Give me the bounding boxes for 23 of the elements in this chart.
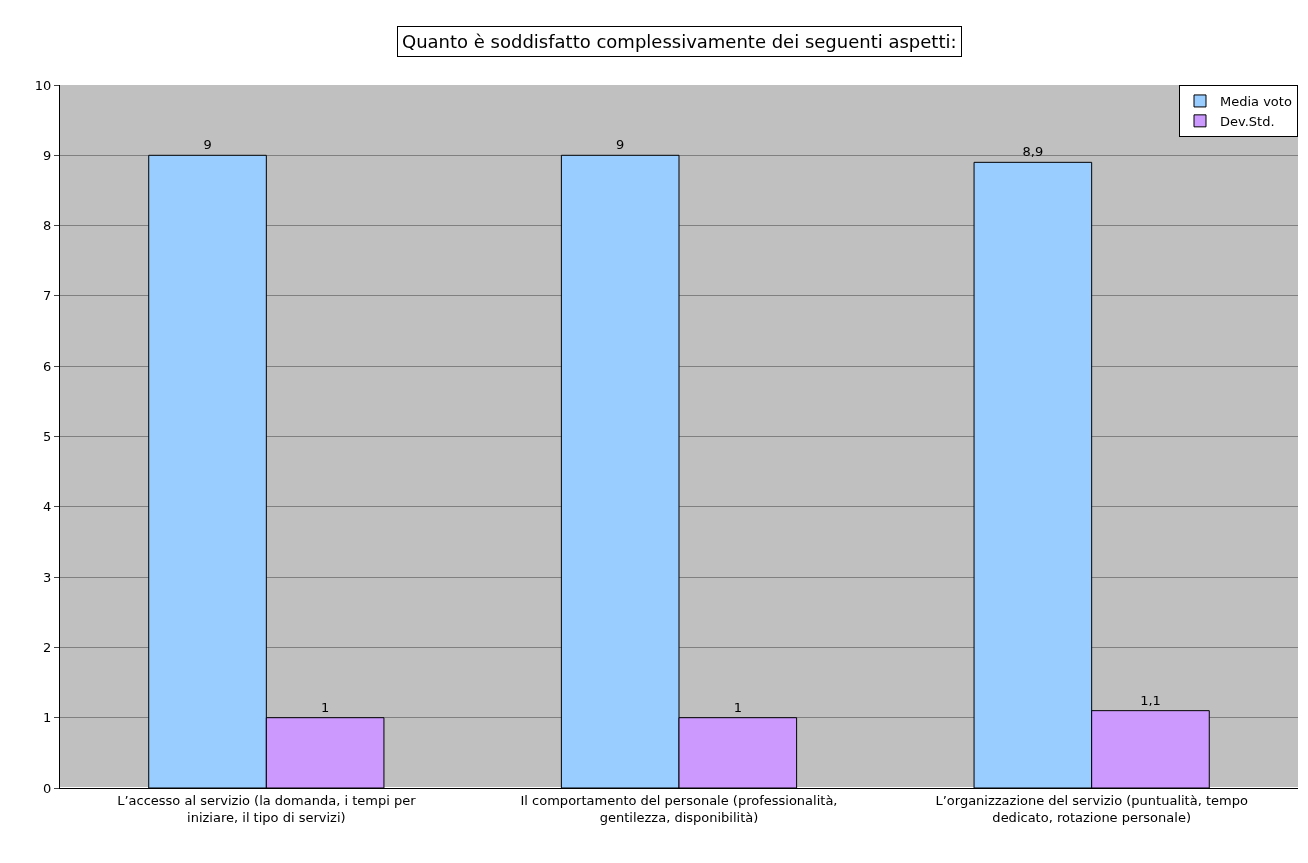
chart-title: Quanto è soddisfatto complessivamente dei seguenti aspetti: — [402, 31, 957, 52]
data-label: 9 — [203, 137, 212, 153]
data-label: 1 — [320, 699, 330, 715]
y-tick-label: 6 — [43, 358, 52, 374]
legend-label: Dev.Std. — [1220, 113, 1275, 129]
y-tick-label: 4 — [43, 499, 52, 515]
x-tick-label: L’organizzazione del servizio (puntualità, tempo dedicato, rotazione personale) — [935, 792, 1248, 825]
data-label: 8,9 — [1022, 144, 1044, 160]
data-label: 1 — [733, 699, 742, 715]
data-label: 9 — [616, 137, 625, 153]
x-tick-label: Il comportamento del personale (professionalità, gentilezza, disponibilità) — [520, 792, 838, 825]
y-tick-label: 1 — [43, 710, 52, 726]
y-tick-label: 5 — [43, 429, 52, 445]
y-tick-label: 10 — [34, 77, 52, 93]
y-tick-label: 2 — [43, 639, 52, 655]
y-tick-label: 8 — [43, 218, 52, 234]
y-tick-label: 3 — [43, 569, 52, 585]
data-label: 1,1 — [1140, 692, 1161, 708]
y-tick-label: 0 — [43, 780, 52, 796]
y-tick-label: 9 — [43, 147, 52, 163]
x-tick-label: L’accesso al servizio (la domanda, i tempi per iniziare, il tipo di servizi) — [117, 792, 417, 825]
y-tick-label: 7 — [43, 288, 52, 304]
legend-label: Media voto — [1220, 94, 1292, 110]
